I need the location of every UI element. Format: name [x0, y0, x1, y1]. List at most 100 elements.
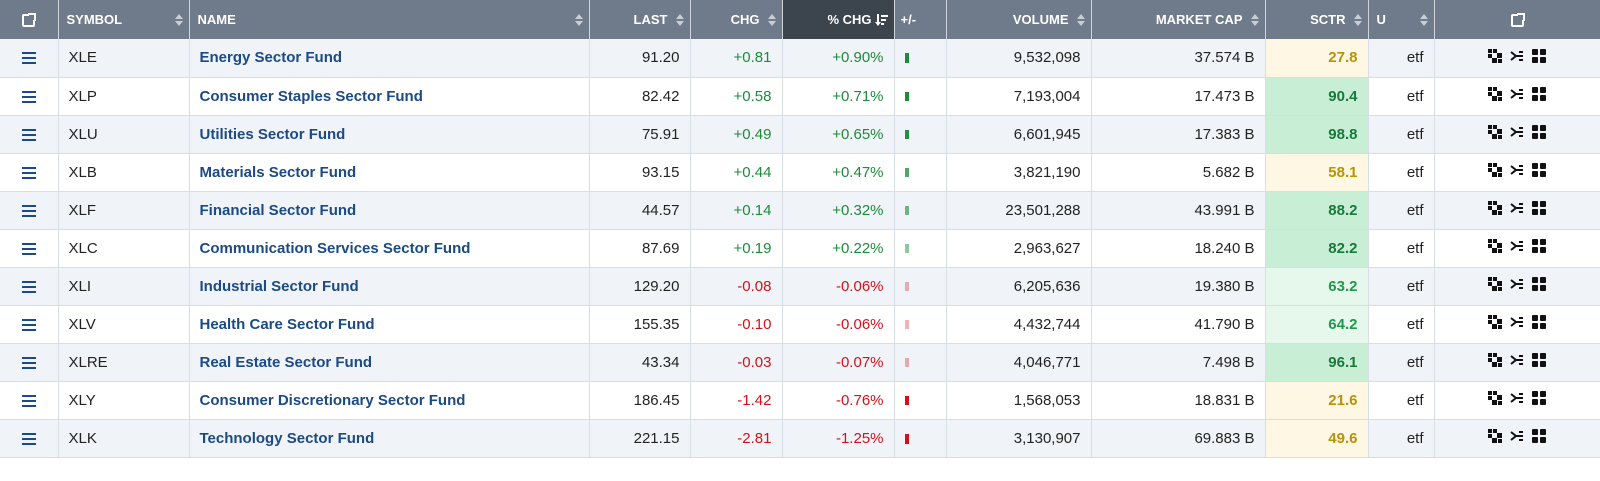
- grid-view-icon[interactable]: [1532, 315, 1546, 329]
- chg-cell: -2.81: [690, 419, 783, 458]
- row-menu-cell[interactable]: [0, 229, 59, 268]
- grid-view-icon[interactable]: [1532, 125, 1546, 139]
- compare-icon[interactable]: [1510, 201, 1524, 215]
- grid-view-icon[interactable]: [1532, 429, 1546, 443]
- fund-name-link[interactable]: Industrial Sector Fund: [199, 277, 359, 295]
- hamburger-menu-icon[interactable]: [21, 394, 36, 407]
- u-cell: etf: [1368, 343, 1435, 382]
- row-menu-cell[interactable]: [0, 39, 59, 78]
- volume-value: 7,193,004: [1013, 87, 1081, 105]
- chart-icon[interactable]: [1488, 315, 1502, 329]
- symbol-text: XLK: [68, 429, 97, 447]
- sort-icon[interactable]: [1250, 13, 1259, 26]
- header-pct-chg[interactable]: % CHG: [782, 0, 895, 39]
- compare-icon[interactable]: [1510, 49, 1524, 63]
- chart-icon[interactable]: [1488, 87, 1502, 101]
- row-menu-cell[interactable]: [0, 191, 59, 230]
- compare-icon[interactable]: [1510, 353, 1524, 367]
- sort-icon[interactable]: [574, 13, 583, 26]
- fund-name-link[interactable]: Real Estate Sector Fund: [199, 353, 373, 371]
- chart-icon[interactable]: [1488, 353, 1502, 367]
- market-cap-cell: 17.473 B: [1091, 77, 1266, 116]
- compare-icon[interactable]: [1510, 315, 1524, 329]
- fund-name-link[interactable]: Materials Sector Fund: [199, 163, 357, 181]
- sort-icon[interactable]: [767, 13, 776, 26]
- row-menu-cell[interactable]: [0, 267, 59, 306]
- compare-icon[interactable]: [1510, 277, 1524, 291]
- sort-icon[interactable]: [1419, 13, 1428, 26]
- row-menu-cell[interactable]: [0, 77, 59, 116]
- grid-view-icon[interactable]: [1532, 201, 1546, 215]
- hamburger-menu-icon[interactable]: [21, 204, 36, 217]
- row-menu-cell[interactable]: [0, 305, 59, 344]
- grid-view-icon[interactable]: [1532, 353, 1546, 367]
- chart-icon[interactable]: [1488, 201, 1502, 215]
- fund-name-link[interactable]: Health Care Sector Fund: [199, 315, 375, 333]
- fund-name-link[interactable]: Financial Sector Fund: [199, 201, 357, 219]
- hamburger-menu-icon[interactable]: [21, 318, 36, 331]
- fund-name-link[interactable]: Energy Sector Fund: [199, 49, 343, 67]
- sort-icon[interactable]: [174, 13, 183, 26]
- header-name[interactable]: NAME: [189, 0, 590, 39]
- sctr-cell: 98.8: [1265, 115, 1369, 154]
- last-price: 87.69: [641, 239, 680, 257]
- hamburger-menu-icon[interactable]: [21, 280, 36, 293]
- grid-view-icon[interactable]: [1532, 48, 1546, 63]
- grid-view-icon[interactable]: [1532, 239, 1546, 253]
- header-market-cap[interactable]: MARKET CAP: [1091, 0, 1266, 39]
- row-menu-cell[interactable]: [0, 343, 59, 382]
- grid-view-icon[interactable]: [1532, 163, 1546, 177]
- row-menu-cell[interactable]: [0, 115, 59, 154]
- compare-icon[interactable]: [1510, 391, 1524, 405]
- chart-icon[interactable]: [1488, 239, 1502, 253]
- hamburger-menu-icon[interactable]: [21, 128, 36, 141]
- chart-icon[interactable]: [1488, 429, 1502, 443]
- symbol-cell: XLK: [58, 419, 190, 458]
- row-menu-cell[interactable]: [0, 419, 59, 458]
- external-link-icon[interactable]: [22, 12, 38, 28]
- hamburger-menu-icon[interactable]: [21, 90, 36, 103]
- fund-name-link[interactable]: Consumer Staples Sector Fund: [199, 87, 423, 105]
- last-price: 82.42: [641, 87, 680, 105]
- fund-name-link[interactable]: Technology Sector Fund: [199, 429, 375, 447]
- sort-descending-icon[interactable]: [874, 13, 888, 26]
- fund-name-link[interactable]: Consumer Discretionary Sector Fund: [199, 391, 466, 409]
- chart-icon[interactable]: [1488, 277, 1502, 291]
- fund-name-link[interactable]: Communication Services Sector Fund: [199, 239, 471, 257]
- header-chg[interactable]: CHG: [690, 0, 783, 39]
- header-last[interactable]: LAST: [589, 0, 691, 39]
- chart-icon[interactable]: [1488, 391, 1502, 405]
- compare-icon[interactable]: [1510, 163, 1524, 177]
- hamburger-menu-icon[interactable]: [21, 242, 36, 255]
- hamburger-menu-icon[interactable]: [21, 432, 36, 445]
- fund-name-link[interactable]: Utilities Sector Fund: [199, 125, 346, 143]
- header-volume[interactable]: VOLUME: [946, 0, 1092, 39]
- header-sctr[interactable]: SCTR: [1265, 0, 1369, 39]
- chart-icon[interactable]: [1488, 163, 1502, 177]
- symbol-cell: XLF: [58, 191, 190, 230]
- chart-icon[interactable]: [1488, 125, 1502, 139]
- sort-icon[interactable]: [1353, 13, 1362, 26]
- grid-view-icon[interactable]: [1532, 391, 1546, 405]
- compare-icon[interactable]: [1510, 239, 1524, 253]
- compare-icon[interactable]: [1510, 429, 1524, 443]
- sort-icon[interactable]: [675, 13, 684, 26]
- hamburger-menu-icon[interactable]: [21, 356, 36, 369]
- header-symbol[interactable]: SYMBOL: [58, 0, 190, 39]
- header-plus-minus[interactable]: +/-: [894, 0, 947, 39]
- hamburger-menu-icon[interactable]: [21, 166, 36, 179]
- external-link-icon[interactable]: [1510, 12, 1526, 28]
- grid-view-icon[interactable]: [1532, 277, 1546, 291]
- sort-icon[interactable]: [1076, 13, 1085, 26]
- chart-icon[interactable]: [1488, 48, 1502, 63]
- symbol-text: XLI: [68, 277, 92, 295]
- compare-icon[interactable]: [1510, 125, 1524, 139]
- row-menu-cell[interactable]: [0, 153, 59, 192]
- compare-icon[interactable]: [1510, 87, 1524, 101]
- row-menu-cell[interactable]: [0, 381, 59, 420]
- grid-view-icon[interactable]: [1532, 87, 1546, 101]
- header-popout[interactable]: [0, 0, 59, 39]
- header-u[interactable]: U: [1368, 0, 1435, 39]
- hamburger-menu-icon[interactable]: [21, 52, 36, 65]
- header-tools-popout[interactable]: [1434, 0, 1600, 39]
